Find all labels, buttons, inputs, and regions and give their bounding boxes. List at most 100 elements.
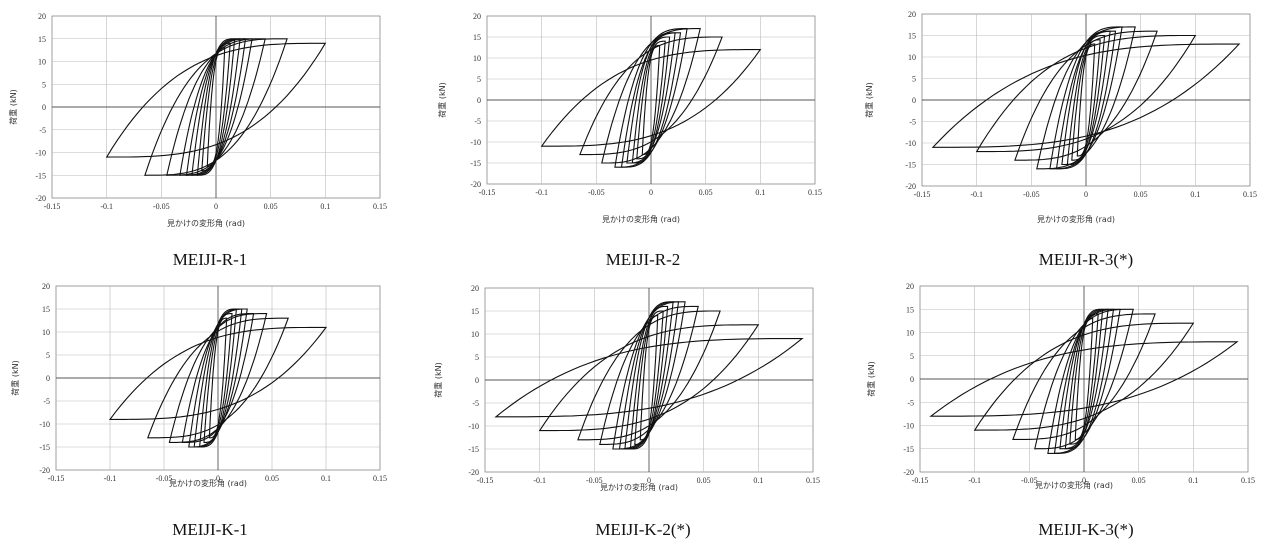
y-tick-label: 10 [906, 329, 914, 338]
x-tick-label: 0.05 [1132, 476, 1146, 485]
hysteresis-loop [1012, 313, 1156, 440]
y-tick-label: 5 [477, 75, 481, 84]
x-tick-label: -0.05 [153, 202, 170, 211]
y-tick-label: -15 [35, 171, 46, 180]
y-axis-label: 荷重 (kN) [864, 82, 874, 117]
y-tick-label: 5 [912, 75, 916, 84]
y-axis-label: 荷重 (kN) [10, 360, 20, 395]
hysteresis-loop [147, 317, 289, 439]
x-axis-label: 見かけの変形角 (rad) [167, 218, 245, 228]
hysteresis-loop [629, 305, 669, 450]
hysteresis-chart-k1: -0.15 -0.1 -0.05 0 0.05 0.1 0.15 20 15 10 5 0 -5 -10 -… [10, 282, 387, 488]
y-tick-label: 5 [46, 351, 50, 360]
x-tick-label: -0.05 [1021, 476, 1038, 485]
x-tick-label: 0 [214, 202, 218, 211]
y-tick-label: 0 [477, 96, 481, 105]
y-tick-label: 0 [42, 103, 46, 112]
y-tick-label: -15 [905, 161, 916, 170]
y-tick-label: 15 [908, 32, 916, 41]
hysteresis-loop [973, 322, 1195, 431]
hysteresis-loop [931, 43, 1241, 148]
y-tick-label: -5 [907, 398, 914, 407]
hysteresis-loop [105, 42, 327, 158]
x-tick-label: -0.05 [586, 476, 603, 485]
hysteresis-chart-r3: -0.15 -0.1 -0.05 0 0.05 0.1 0.15 20 15 10 5 0 -5 -10 -… [864, 10, 1257, 224]
y-tick-label: -15 [39, 443, 50, 452]
y-tick-label: -10 [905, 139, 916, 148]
y-tick-label: -10 [35, 149, 46, 158]
y-tick-label: -20 [470, 180, 481, 189]
hysteresis-loop [494, 338, 804, 418]
y-axis-label: 荷重 (kN) [8, 89, 18, 124]
chart-caption-r3: MEIJI-R-3(*) [1038, 250, 1134, 269]
y-tick-label: 5 [42, 80, 46, 89]
chart-panel-k2: -0.15 -0.1 -0.05 0 0.05 0.1 0.15 20 15 10 5 0 -5 -10 -… [423, 276, 843, 545]
x-tick-label: 0.1 [755, 188, 765, 197]
y-tick-label: 20 [42, 282, 50, 291]
x-tick-label: 0.05 [699, 188, 713, 197]
y-tick-label: -15 [468, 445, 479, 454]
hysteresis-loop [929, 341, 1239, 417]
x-tick-label: 0.05 [265, 474, 279, 483]
x-axis-label: 見かけの変形角 (rad) [169, 478, 247, 488]
x-tick-label: -0.15 [914, 190, 931, 199]
x-tick-label: -0.15 [44, 202, 61, 211]
x-tick-label: -0.05 [1023, 190, 1040, 199]
x-tick-label: -0.05 [156, 474, 173, 483]
hysteresis-loop [538, 324, 760, 432]
x-tick-label: 0.15 [808, 188, 822, 197]
x-tick-label: 0 [1082, 476, 1086, 485]
y-tick-label: 0 [475, 376, 479, 385]
hysteresis-loop [1034, 308, 1134, 450]
hysteresis-chart-k2: -0.15 -0.1 -0.05 0 0.05 0.1 0.15 20 15 10 5 0 -5 -10 -… [433, 284, 820, 492]
x-tick-label: -0.1 [100, 202, 113, 211]
x-tick-label: -0.15 [479, 188, 496, 197]
x-tick-label: 0.1 [1188, 476, 1198, 485]
x-tick-label: 0.05 [264, 202, 278, 211]
chart-caption-k2: MEIJI-K-2(*) [595, 520, 691, 539]
x-tick-label: 0 [1084, 190, 1088, 199]
hysteresis-loop [168, 313, 268, 443]
hysteresis-loop [599, 305, 699, 445]
y-tick-label: -10 [903, 422, 914, 431]
y-tick-label: 15 [38, 35, 46, 44]
y-tick-label: -5 [39, 126, 46, 135]
hysteresis-loop [1055, 30, 1117, 170]
y-tick-label: 20 [471, 284, 479, 293]
chart-caption-k1: MEIJI-K-1 [172, 520, 248, 539]
hysteresis-loop [1076, 43, 1096, 157]
hysteresis-loop [1014, 30, 1158, 161]
x-tick-label: 0.1 [753, 476, 763, 485]
y-tick-label: -20 [468, 468, 479, 477]
x-tick-label: 0.15 [1243, 190, 1257, 199]
y-tick-label: -15 [470, 159, 481, 168]
y-tick-label: 15 [42, 305, 50, 314]
x-tick-label: 0.15 [373, 202, 387, 211]
x-tick-label: 0 [649, 188, 653, 197]
x-axis-label: 見かけの変形角 (rad) [1035, 480, 1113, 490]
y-tick-label: 0 [912, 96, 916, 105]
hysteresis-chart-r2: -0.15 -0.1 -0.05 0 0.05 0.1 0.15 20 15 10 5 0 -5 -10 -… [437, 12, 822, 224]
y-tick-label: -15 [903, 445, 914, 454]
chart-panel-r3: -0.15 -0.1 -0.05 0 0.05 0.1 0.15 20 15 10 5 0 -5 -10 -… [846, 0, 1266, 272]
x-tick-label: -0.1 [533, 476, 546, 485]
hysteresis-loop [975, 34, 1197, 153]
chart-panel-k1: -0.15 -0.1 -0.05 0 0.05 0.1 0.15 20 15 10 5 0 -5 -10 -… [0, 276, 420, 545]
y-tick-label: 15 [473, 33, 481, 42]
y-tick-label: -5 [474, 117, 481, 126]
y-tick-label: 20 [908, 10, 916, 19]
x-tick-label: -0.1 [970, 190, 983, 199]
hysteresis-loop [540, 49, 762, 147]
chart-caption-r2: MEIJI-R-2 [605, 250, 681, 269]
chart-panel-r2: -0.15 -0.1 -0.05 0 0.05 0.1 0.15 20 15 10 5 0 -5 -10 -… [423, 0, 843, 272]
y-tick-label: 5 [475, 353, 479, 362]
x-tick-label: 0.15 [373, 474, 387, 483]
y-tick-label: 0 [46, 374, 50, 383]
x-tick-label: 0 [647, 476, 651, 485]
y-tick-label: 15 [471, 307, 479, 316]
x-tick-label: 0.05 [697, 476, 711, 485]
y-axis-label: 荷重 (kN) [866, 361, 876, 396]
y-tick-label: -20 [903, 468, 914, 477]
y-tick-label: 5 [910, 352, 914, 361]
x-tick-label: -0.1 [968, 476, 981, 485]
